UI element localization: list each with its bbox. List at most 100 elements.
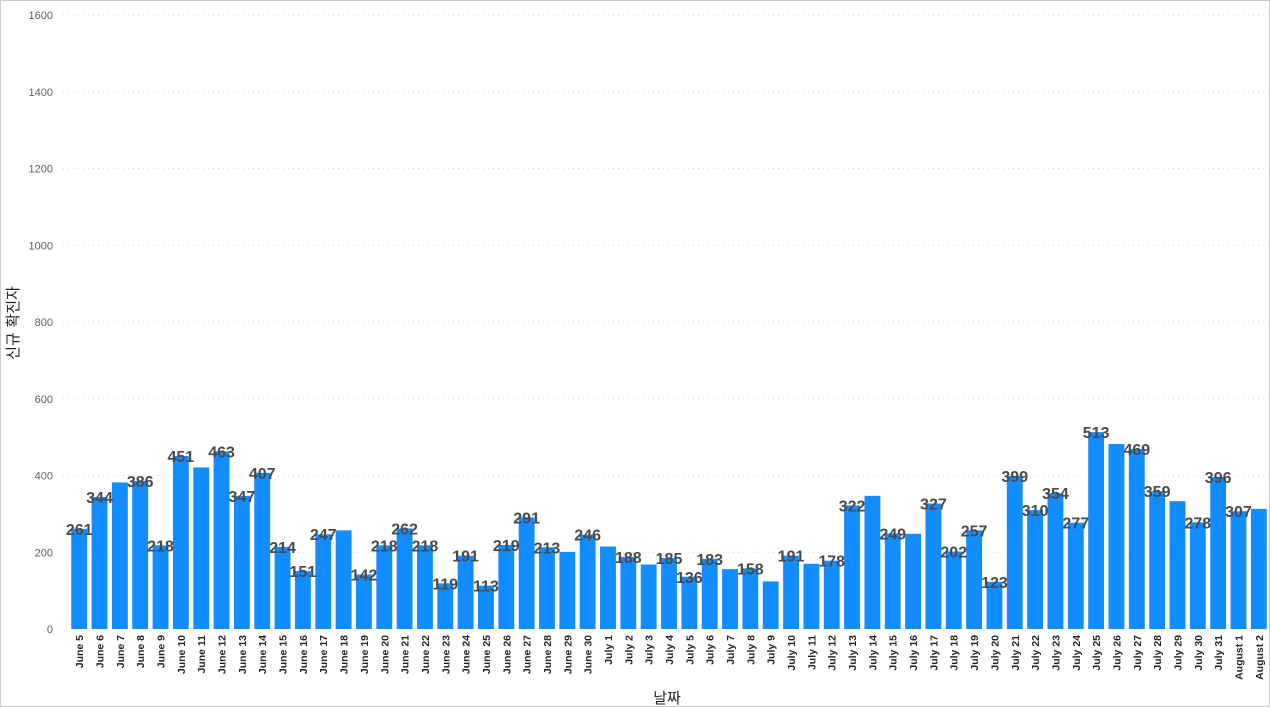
x-tick-label: July 22 (1030, 635, 1042, 671)
x-tick-label: July 16 (908, 635, 920, 671)
x-tick-label: July 25 (1091, 635, 1103, 671)
data-label: 359 (1144, 484, 1171, 501)
bar[interactable] (315, 534, 332, 629)
bar[interactable] (1250, 508, 1267, 629)
x-tick-label: July 21 (1010, 635, 1022, 671)
data-label: 344 (86, 490, 113, 507)
x-axis-ticks: June 5 June 6 June 7 June 8 June 9 June 10 Jun… (74, 635, 1266, 680)
y-tick-label: 1200 (29, 164, 53, 176)
bar[interactable] (193, 467, 210, 629)
x-tick-label: June 27 (522, 635, 534, 674)
bar[interactable] (1047, 493, 1064, 629)
bar[interactable] (152, 545, 169, 629)
bar[interactable] (91, 496, 108, 629)
x-tick-label: June 15 (278, 635, 290, 674)
bar[interactable] (620, 556, 637, 629)
bar[interactable] (498, 544, 515, 629)
data-label: 469 (1123, 442, 1150, 459)
data-label: 202 (940, 544, 967, 561)
bar[interactable] (1067, 522, 1084, 629)
bar[interactable] (681, 576, 698, 629)
bar[interactable] (945, 551, 962, 629)
bar[interactable] (457, 555, 474, 629)
x-tick-label: July 30 (1193, 635, 1205, 671)
x-tick-label: August 2 (1254, 635, 1266, 680)
x-axis-title: 날짜 (653, 689, 681, 706)
bar[interactable] (1027, 510, 1044, 629)
y-axis-title: 신규 확진자 (4, 286, 22, 360)
x-tick-label: July 10 (786, 635, 798, 671)
bar[interactable] (762, 581, 779, 629)
bar[interactable] (844, 505, 860, 629)
x-tick-label: June 25 (481, 635, 493, 674)
bar[interactable] (986, 581, 1003, 629)
bar[interactable] (823, 560, 840, 629)
x-tick-label: August 1 (1233, 635, 1245, 680)
y-tick-label: 400 (35, 471, 53, 483)
bar[interactable] (966, 530, 983, 629)
bar[interactable] (518, 517, 535, 629)
data-label: 214 (269, 540, 296, 557)
bar[interactable] (213, 451, 230, 629)
x-tick-label: June 7 (115, 635, 127, 668)
bar[interactable] (640, 564, 657, 629)
data-label: 185 (656, 551, 683, 568)
bar[interactable] (274, 546, 291, 629)
data-label: 213 (534, 540, 561, 557)
bar[interactable] (539, 547, 555, 629)
bar[interactable] (600, 546, 616, 629)
bar[interactable] (701, 558, 718, 629)
x-tick-label: June 18 (339, 635, 351, 674)
data-label: 158 (737, 561, 764, 578)
bar[interactable] (1128, 449, 1145, 629)
bar[interactable] (783, 555, 799, 629)
bar[interactable] (1210, 477, 1227, 629)
bar[interactable] (579, 534, 596, 629)
bar[interactable] (437, 583, 454, 629)
data-label: 136 (676, 570, 703, 587)
bar[interactable] (71, 528, 88, 629)
data-label: 191 (452, 549, 479, 566)
bar[interactable] (864, 495, 881, 629)
bar[interactable] (1169, 501, 1186, 629)
data-label: 119 (432, 576, 458, 593)
data-label: 386 (127, 474, 154, 491)
data-label: 142 (351, 568, 378, 585)
data-label: 218 (147, 538, 174, 555)
bar[interactable] (294, 571, 311, 629)
data-label: 246 (574, 528, 601, 545)
bar[interactable] (803, 563, 820, 629)
bar[interactable] (132, 480, 149, 629)
y-tick-label: 0 (47, 624, 53, 636)
bar[interactable] (1189, 522, 1206, 629)
bar[interactable] (925, 503, 942, 629)
bar[interactable] (1149, 491, 1166, 629)
bar[interactable] (396, 528, 413, 629)
x-tick-label: June 5 (74, 635, 86, 668)
bar[interactable] (417, 545, 433, 629)
x-tick-label: July 9 (766, 635, 778, 665)
bar[interactable] (884, 533, 901, 629)
bar[interactable] (661, 558, 677, 629)
bar[interactable] (722, 569, 738, 629)
bar[interactable] (254, 472, 271, 629)
x-tick-label: July 15 (888, 635, 900, 671)
bar[interactable] (172, 455, 189, 629)
bar[interactable] (376, 545, 393, 629)
bar[interactable] (1006, 475, 1023, 629)
bar[interactable] (905, 533, 921, 629)
bar[interactable] (111, 482, 128, 629)
bar[interactable] (742, 568, 759, 629)
bar[interactable] (559, 551, 576, 629)
bar[interactable] (478, 585, 494, 629)
y-tick-label: 600 (35, 394, 53, 406)
bar[interactable] (233, 495, 250, 629)
x-tick-label: June 11 (196, 635, 208, 674)
bar[interactable] (1088, 432, 1105, 629)
bar[interactable] (1108, 444, 1125, 629)
bar[interactable] (335, 530, 352, 629)
bar[interactable] (355, 574, 372, 629)
bar[interactable] (1230, 511, 1247, 629)
